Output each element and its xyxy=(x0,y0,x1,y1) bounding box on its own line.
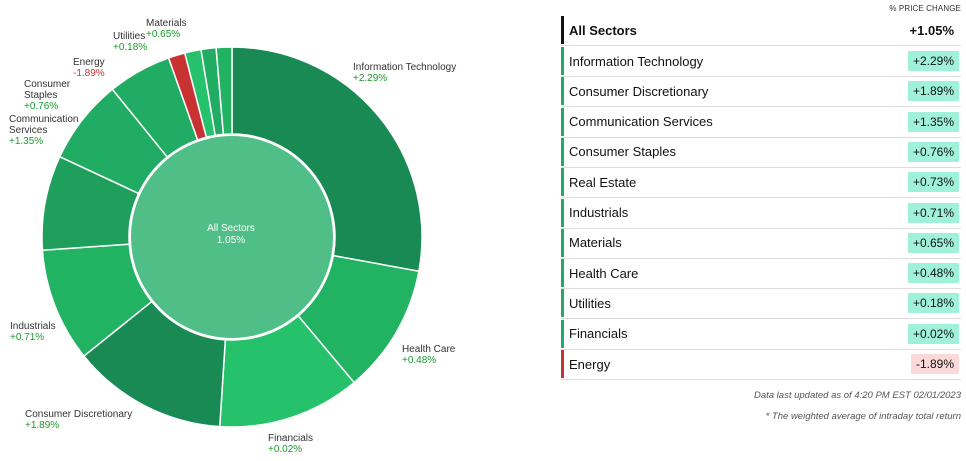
slice-label-name: Utilities xyxy=(113,31,146,42)
table-row[interactable]: Consumer Staples +0.76% xyxy=(561,137,961,168)
slice-label-change: +0.48% xyxy=(402,355,437,366)
slice-label-name: Information Technology xyxy=(353,62,457,73)
row-sector-name: Health Care xyxy=(569,265,639,281)
slice-label-change: +1.35% xyxy=(9,136,44,147)
donut-center-label: All Sectors 1.05% xyxy=(181,223,281,247)
slice-label-materials: Materials +0.65% xyxy=(146,18,187,40)
donut-svg xyxy=(41,46,423,428)
row-sector-name: Utilities xyxy=(569,295,611,311)
row-direction-bar xyxy=(561,47,564,75)
row-direction-bar xyxy=(561,168,564,197)
row-direction-bar xyxy=(561,289,564,318)
slice-label-consumer-discretionary: Consumer Discretionary +1.89% xyxy=(25,409,132,431)
slice-label-energy: Energy -1.89% xyxy=(73,57,105,79)
slice-label-name: Health Care xyxy=(402,344,456,355)
slice-label-utilities: Utilities +0.18% xyxy=(113,31,147,53)
row-sector-name: All Sectors xyxy=(569,22,637,38)
slice-label-industrials: Industrials +0.71% xyxy=(10,321,56,343)
row-direction-bar xyxy=(561,228,564,257)
donut-slice-unlabeled[interactable] xyxy=(215,46,233,136)
row-sector-name: Communication Services xyxy=(569,114,713,130)
table-row[interactable]: Communication Services +1.35% xyxy=(561,107,961,138)
slice-label-name: Communication Services xyxy=(9,114,79,136)
column-header-price-change: % PRICE CHANGE xyxy=(889,4,961,13)
slice-label-change: +0.02% xyxy=(268,444,303,455)
center-value: 1.05% xyxy=(216,235,246,246)
slice-label-change: +1.89% xyxy=(25,420,60,431)
row-direction-bar xyxy=(561,198,564,227)
donut-slice-information-technology[interactable] xyxy=(231,46,423,273)
table-row[interactable]: Materials +0.65% xyxy=(561,228,961,259)
row-price-change: +1.89% xyxy=(907,81,959,102)
row-price-change: -1.89% xyxy=(910,354,959,374)
center-title: All Sectors xyxy=(207,223,255,234)
row-price-change: +1.05% xyxy=(909,22,954,38)
table-row[interactable]: Information Technology +2.29% xyxy=(561,46,961,77)
row-sector-name: Real Estate xyxy=(569,174,637,190)
slice-label-change: +0.18% xyxy=(113,42,148,53)
slice-label-change: -1.89% xyxy=(73,68,105,79)
row-price-change: +1.35% xyxy=(907,111,959,132)
slice-label-name: Materials xyxy=(146,18,187,29)
row-direction-bar xyxy=(561,137,564,166)
table-row[interactable]: Utilities +0.18% xyxy=(561,288,961,320)
row-price-change: +0.71% xyxy=(907,202,959,223)
row-direction-bar xyxy=(561,107,564,136)
table-row[interactable]: Health Care +0.48% xyxy=(561,258,961,290)
slice-label-financials: Financials +0.02% xyxy=(268,433,313,455)
slice-label-name: Consumer Staples xyxy=(24,79,71,101)
row-price-change: +0.48% xyxy=(907,263,959,284)
footnote-updated: Data last updated as of 4:20 PM EST 02/0… xyxy=(753,390,961,401)
row-sector-name: Consumer Staples xyxy=(569,144,676,160)
table-row[interactable]: Real Estate +0.73% xyxy=(561,167,961,199)
row-sector-name: Energy xyxy=(569,356,611,372)
row-direction-bar xyxy=(561,319,564,348)
slice-label-name: Industrials xyxy=(10,321,56,332)
row-sector-name: Industrials xyxy=(569,205,629,220)
slice-label-change: +0.76% xyxy=(24,101,59,112)
slice-label-change: +2.29% xyxy=(353,73,388,84)
row-direction-bar xyxy=(561,16,564,44)
row-direction-bar xyxy=(561,259,564,288)
donut-center-circle[interactable] xyxy=(131,136,333,338)
row-sector-name: Information Technology xyxy=(569,53,704,69)
slice-label-information-technology: Information Technology +2.29% xyxy=(353,62,456,84)
row-price-change: +0.18% xyxy=(907,293,959,314)
footnote-weighted: * The weighted average of intraday total… xyxy=(765,411,961,422)
row-direction-bar xyxy=(561,350,564,378)
row-sector-name: Materials xyxy=(569,235,622,251)
row-sector-name: Consumer Discretionary xyxy=(569,83,709,99)
table-row[interactable]: Energy -1.89% xyxy=(561,349,961,380)
row-price-change: +0.73% xyxy=(907,172,959,193)
row-direction-bar xyxy=(561,77,564,106)
slice-label-name: Consumer Discretionary xyxy=(25,409,133,420)
slice-label-health-care: Health Care +0.48% xyxy=(402,344,455,366)
table-row[interactable]: Industrials +0.71% xyxy=(561,198,961,229)
sector-donut-chart: All Sectors 1.05% Information Technology… xyxy=(9,18,456,455)
slice-label-change: +0.65% xyxy=(146,29,181,40)
table-row[interactable]: Consumer Discretionary +1.89% xyxy=(561,76,961,108)
slice-label-name: Energy xyxy=(73,57,105,68)
row-price-change: +0.02% xyxy=(907,323,959,344)
table-row-all-sectors[interactable]: All Sectors +1.05% xyxy=(561,15,961,46)
row-sector-name: Financials xyxy=(569,326,628,342)
table-row[interactable]: Financials +0.02% xyxy=(561,319,961,350)
row-price-change: +0.76% xyxy=(907,141,959,162)
slice-label-communication-services: Communication Services +1.35% xyxy=(9,114,89,147)
slice-label-consumer-staples: Consumer Staples +0.76% xyxy=(24,79,79,112)
row-price-change: +0.65% xyxy=(907,232,959,253)
row-price-change: +2.29% xyxy=(907,51,959,71)
slice-label-name: Financials xyxy=(268,433,314,444)
slice-label-change: +0.71% xyxy=(10,332,45,343)
